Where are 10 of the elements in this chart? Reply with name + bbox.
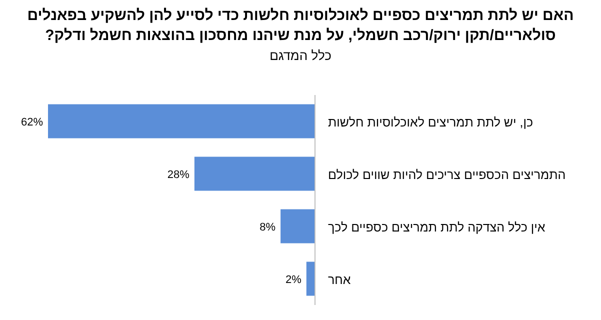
subtitle: כלל המדגם: [268, 48, 332, 63]
data-label: 8%: [260, 221, 276, 234]
y-tick-label: אין כלל הצדקה לתת תמריצים כספיים לכך: [328, 220, 546, 234]
data-label: 28%: [167, 168, 190, 181]
data-label: 2%: [285, 274, 302, 286]
y-tick-label: כן, יש לתת תמריצים לאוכלוסיות חלשות: [328, 115, 534, 130]
y-tick-label: אחר: [328, 272, 351, 287]
title: האם יש לתת תמריצים כספיים לאוכלוסיות חלשות כדי לסייע להן להשקיע בפאנלים סולאריים/תקן ירוק/רכב חשמלי, על מנת שיהנו מחסכון בהוצאות חשמל ודלק?: [26, 6, 575, 46]
data-label: 62%: [20, 116, 44, 128]
y-tick-label: התמריצים הכספיים צריכים להיות שווים לכולם: [328, 168, 566, 182]
